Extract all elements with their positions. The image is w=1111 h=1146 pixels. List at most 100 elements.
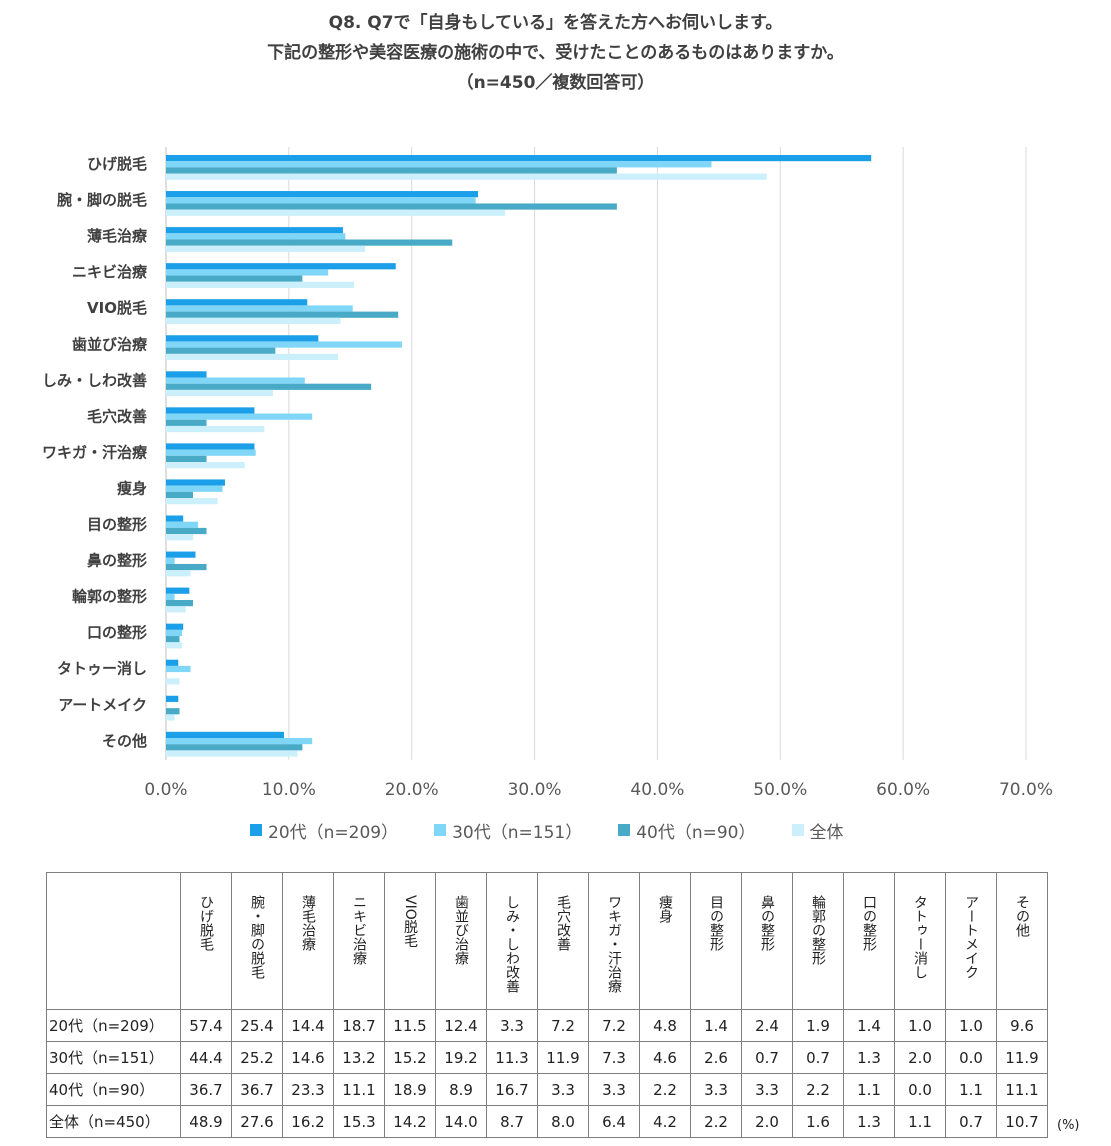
table-cell: 15.3 [333, 1105, 385, 1138]
x-tick-label: 70.0% [999, 780, 1053, 800]
bar [166, 527, 207, 535]
table-cell: 14.6 [282, 1041, 334, 1074]
bar [166, 311, 399, 318]
category-label: ひげ脱毛 [87, 155, 147, 173]
bar [166, 233, 346, 240]
table-header-cell: ひげ脱毛 [180, 872, 232, 1010]
table-header-label: 痩身 [657, 895, 673, 923]
table-header-label: 毛穴改善 [555, 895, 571, 951]
table-cell: 16.2 [282, 1105, 334, 1138]
table-header-cell: 口の整形 [843, 872, 895, 1010]
bar [166, 629, 182, 637]
table-header-cell: 腕・脚の脱毛 [231, 872, 283, 1010]
bar [166, 479, 225, 486]
category-label: 毛穴改善 [87, 407, 147, 425]
legend-swatch [250, 824, 262, 836]
table-cell: 19.2 [435, 1041, 487, 1074]
table-row: 30代（n=151） 44.4 25.2 14.6 13.2 15.2 19.2 11.3 11… [46, 1041, 1048, 1074]
bar [166, 659, 179, 666]
table-header-label: 腕・脚の脱毛 [249, 895, 265, 979]
table-header-cell: 歯並び治療 [435, 872, 487, 1010]
legend-swatch [791, 824, 804, 836]
table-header-cell: 毛穴改善 [537, 872, 589, 1010]
table-cell: 0.7 [792, 1041, 844, 1074]
table-header-label: ニキビ治療 [351, 895, 367, 965]
table-cell: 2.4 [741, 1009, 793, 1042]
table-header-row: ひげ脱毛 腕・脚の脱毛 薄毛治療 ニキビ治療 VIO脱毛 歯並び治療 しみ・しわ改善 毛穴改善… [46, 872, 1048, 1010]
table-header-label: 薄毛治療 [300, 895, 316, 951]
category-label: 薄毛治療 [87, 227, 148, 245]
bar [166, 419, 207, 426]
bar [166, 425, 265, 433]
x-tick-label: 50.0% [753, 780, 807, 800]
category-label: 腕・脚の脱毛 [57, 191, 147, 209]
table-row: 20代（n=209） 57.4 25.4 14.4 18.7 11.5 12.4 3.3 7.2… [46, 1009, 1048, 1042]
category-label: VIO脱毛 [87, 299, 147, 317]
table-header-label: VIO脱毛 [402, 895, 418, 948]
table-cell: 12.4 [435, 1009, 487, 1042]
table-cell: 1.3 [843, 1041, 895, 1074]
table-cell: 11.3 [486, 1041, 538, 1074]
table-cell: 13.2 [333, 1041, 385, 1074]
table-cell: 2.2 [792, 1073, 844, 1106]
table-cell: 1.4 [843, 1009, 895, 1042]
table-cell: 7.3 [588, 1041, 640, 1074]
table-cell: 11.9 [996, 1041, 1048, 1074]
table-header-cell: 鼻の整形 [741, 872, 793, 1010]
table-cell: 2.2 [639, 1073, 691, 1106]
bar [166, 714, 175, 721]
table-cell: 2.0 [894, 1041, 946, 1074]
table-cell: 27.6 [231, 1105, 283, 1138]
bar [166, 593, 175, 600]
category-label: 口の整形 [87, 624, 147, 642]
bar [166, 263, 396, 270]
table-header-label: アートメイク [963, 895, 979, 979]
category-label: ニキビ治療 [72, 263, 148, 281]
data-table: ひげ脱毛 腕・脚の脱毛 薄毛治療 ニキビ治療 VIO脱毛 歯並び治療 しみ・しわ改善 毛穴改善… [46, 872, 1048, 1138]
bar [166, 551, 196, 558]
table-cell: 11.5 [384, 1009, 436, 1042]
category-label: 鼻の整形 [87, 552, 147, 570]
bar [166, 623, 184, 630]
title-line-1: Q8. Q7で「自身もしている」を答えた方へお伺いします。 [328, 13, 783, 33]
x-tick-label: 30.0% [508, 780, 562, 800]
table-cell: 7.2 [537, 1009, 589, 1042]
table-cell: 7.2 [588, 1009, 640, 1042]
bar [166, 335, 319, 342]
table-row-label: 全体（n=450） [46, 1105, 181, 1138]
bar [166, 642, 182, 649]
table-cell: 14.2 [384, 1105, 436, 1138]
table-header-cell: 輪郭の整形 [792, 872, 844, 1010]
x-tick-label: 10.0% [262, 780, 316, 800]
table-cell: 25.2 [231, 1041, 283, 1074]
bar-chart: 0.0% 10.0% 20.0% 30.0% 40.0% 50.0% 60.0% 70.0% ひ… [42, 147, 1053, 800]
x-tick-label: 40.0% [630, 780, 684, 800]
bar [166, 413, 313, 420]
table-cell: 1.3 [843, 1105, 895, 1138]
bar [166, 570, 191, 577]
legend-swatch [434, 824, 447, 836]
bar [166, 353, 338, 361]
table-cell: 3.3 [537, 1073, 589, 1106]
bar [166, 203, 617, 210]
legend-label: 40代（n=90） [636, 822, 756, 843]
table-row-label: 40代（n=90） [46, 1073, 181, 1106]
category-label: その他 [102, 732, 147, 750]
table-cell: 3.3 [486, 1009, 538, 1042]
bar [166, 173, 767, 180]
bar [166, 299, 308, 306]
category-label: ワキガ・汗治療 [42, 443, 148, 461]
table-cell: 1.4 [690, 1009, 742, 1042]
table-unit: (%) [1057, 1118, 1080, 1133]
table-header-label: 口の整形 [861, 895, 877, 951]
bar [166, 738, 313, 745]
legend-label: 30代（n=151） [452, 822, 583, 843]
table-header-label: 目の整形 [708, 895, 724, 951]
table-cell: 1.9 [792, 1009, 844, 1042]
bar [166, 606, 186, 613]
bar [166, 191, 479, 198]
category-label: 歯並び治療 [72, 335, 148, 353]
table-header-label: ワキガ・汗治療 [606, 895, 622, 993]
table-header-cell: ニキビ治療 [333, 872, 385, 1010]
bar [166, 371, 207, 378]
